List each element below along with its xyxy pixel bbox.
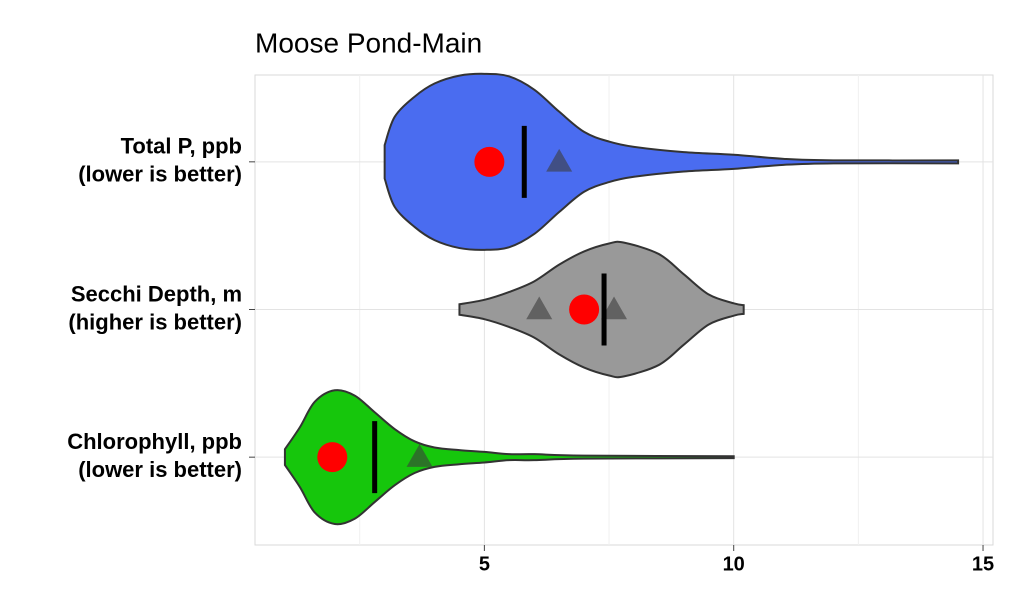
category-note: (higher is better) <box>68 309 242 334</box>
violin <box>283 389 735 526</box>
dot <box>317 442 348 473</box>
triangle <box>526 296 553 320</box>
dot <box>569 294 600 325</box>
x-tick-label: 5 <box>479 553 490 575</box>
category-label: Secchi Depth, m <box>71 281 242 306</box>
x-tick-label: 10 <box>723 553 745 575</box>
category-label: Chlorophyll, ppb <box>67 429 242 454</box>
category-note: (lower is better) <box>78 457 242 482</box>
triangle <box>601 296 628 320</box>
violin <box>383 72 960 251</box>
dot <box>474 146 505 177</box>
category-note: (lower is better) <box>78 162 242 187</box>
chart-title: Moose Pond-Main <box>255 27 482 58</box>
x-tick-label: 15 <box>972 553 994 575</box>
triangle <box>546 148 573 172</box>
category-label: Total P, ppb <box>121 134 242 159</box>
triangle <box>406 444 433 467</box>
